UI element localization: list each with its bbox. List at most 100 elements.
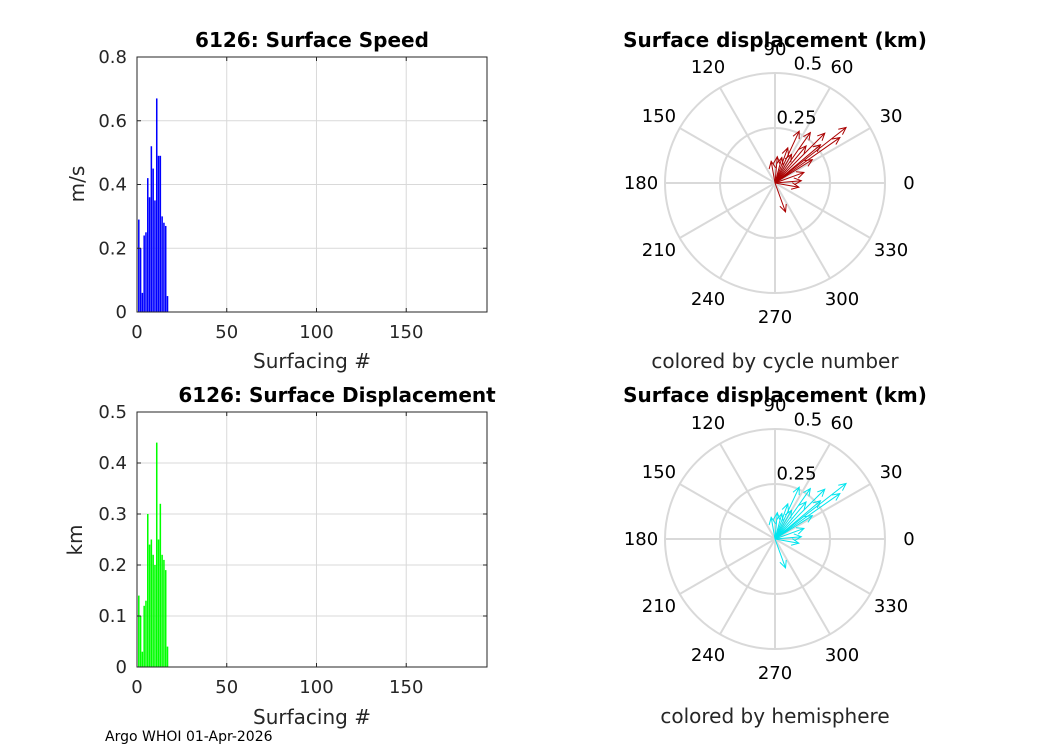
arrow-shaft [774,157,783,184]
x-tick-label: 0 [131,677,142,698]
arrow-head [817,488,826,497]
arrow-head [776,512,784,522]
bar [141,292,144,312]
displacement-arrow [774,487,812,540]
bar [141,651,144,667]
arrow-head [798,501,807,510]
displacement-arrow [774,500,822,540]
arrow-head [790,538,800,546]
polar-ring [664,428,886,650]
arrow-shaft [774,501,807,540]
arrow-shaft [774,538,799,544]
arrow-shaft [774,145,807,184]
arrow-head [793,177,803,186]
arrow-head [781,502,789,512]
displacement-arrow [774,488,826,540]
y-tick-label: 0.2 [98,555,127,576]
arrow-shaft [774,503,789,540]
arrow-head [779,203,787,214]
angle-tick-label: 30 [880,462,903,483]
arrow-shaft [774,144,821,184]
chart-title: 6126: Surface Speed [195,28,429,52]
angle-tick-label: 0 [903,173,914,194]
displacement-arrow [774,171,806,184]
displacement-arrow [774,131,812,184]
arrow-head [768,516,777,526]
displacement-bar-chart: 6126: Surface Displacement Surfacing # k… [63,383,496,729]
displacement-arrow [774,482,848,540]
radius-tick-label: 0.5 [794,410,823,431]
y-tick-label: 0.3 [98,504,127,525]
bar [164,225,167,312]
arrow-shaft [774,538,787,569]
arrow-shaft [774,180,802,184]
footer-credit: Argo WHOI 01-Apr-2026 [105,729,273,745]
bar [147,178,149,312]
angle-tick-label: 60 [831,413,854,434]
arrow-shaft [774,512,778,540]
arrow-shaft [774,127,847,184]
angle-tick-label: 330 [874,240,908,261]
bar [155,442,158,667]
displacement-arrow [774,136,841,184]
bar [163,222,165,312]
axes-box [136,411,488,668]
bar [161,554,163,667]
displacement-arrow [774,533,803,542]
displacement-arrow [774,182,800,190]
arrow-head [790,182,800,190]
polar-cycle-chart: Surface displacement (km) colored by cyc… [623,28,927,373]
y-tick-label: 0.4 [98,175,127,196]
bar [148,544,151,667]
bar [152,554,154,667]
arrow-shaft [774,182,787,213]
chart-subtitle: colored by hemisphere [660,704,889,728]
arrow-head [803,487,812,497]
bar [147,514,149,667]
arrow-head [795,171,806,179]
polar-hemisphere-chart: Surface displacement (km) colored by hem… [623,383,927,728]
chart-title: Surface displacement (km) [623,383,927,407]
displacement-arrow [774,182,787,214]
x-axis-label: Surfacing # [253,349,371,373]
arrow-head [838,482,848,491]
angle-tick-label: 330 [874,596,908,617]
bar [159,155,162,312]
arrow-head [779,559,787,570]
arrow-head [792,130,800,140]
bar [143,605,145,667]
displacement-arrow [772,511,781,540]
arrow-shaft [774,182,799,188]
arrow-shaft [774,171,805,184]
polar-ring [664,72,886,294]
bar [157,155,160,312]
y-tick-label: 0.1 [98,606,127,627]
arrow-shaft [774,483,847,540]
arrow-shaft [774,513,783,540]
y-tick-label: 0.8 [98,47,127,68]
x-tick-label: 100 [299,322,333,343]
y-tick-label: 0.4 [98,453,127,474]
bar [154,200,156,312]
angle-tick-label: 240 [691,645,725,666]
displacement-arrow [774,527,806,540]
arrow-head [776,156,784,166]
displacement-arrow [774,132,826,184]
angle-tick-label: 270 [758,307,792,328]
radius-tick-label: 0.25 [776,463,816,484]
arrow-head [772,155,781,165]
arrow-head [798,145,807,154]
x-tick-label: 0 [131,322,142,343]
angle-tick-label: 150 [642,106,676,127]
arrow-head [831,136,841,145]
arrow-shaft [774,486,800,540]
bar [154,565,156,667]
bar [143,235,145,312]
y-tick-label: 0.6 [98,111,127,132]
angle-tick-label: 300 [825,645,859,666]
speed-bar-chart: 6126: Surface Speed Surfacing # m/s 0 50 1… [65,28,488,373]
arrow-head [793,533,803,542]
displacement-arrow [768,160,777,184]
bar [157,539,160,667]
